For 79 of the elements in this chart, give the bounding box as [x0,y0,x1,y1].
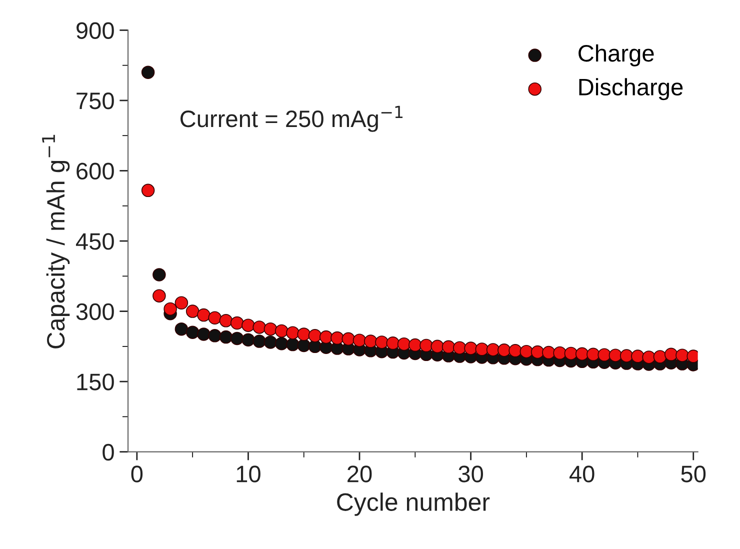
point [575,347,589,361]
x-tick-label: 50 [681,466,706,482]
x-tick-label: 30 [458,466,483,482]
point [375,336,388,349]
point [342,332,356,346]
x-tick-label: 40 [569,466,594,482]
point [642,350,656,364]
point [319,330,333,344]
point [252,334,266,348]
point [653,350,667,364]
point [308,329,322,342]
x-tick-label: 0 [131,466,143,482]
point [174,322,188,336]
point [464,342,478,355]
point [330,331,344,345]
point [274,324,288,338]
point [264,322,278,336]
point [208,311,222,324]
point [230,316,244,330]
point [608,348,622,362]
y-tick-label: 300 [76,303,114,320]
point [274,336,288,350]
point [186,304,200,318]
point [286,326,300,340]
point [430,340,444,354]
point [174,296,188,310]
point [475,342,489,356]
point [453,341,466,354]
point [152,289,166,302]
point [530,345,544,359]
point [252,320,266,334]
annotation: Current = 250 mAg$^{−1}$ [180,106,403,132]
point [620,349,634,362]
point [197,328,210,341]
point [152,268,166,282]
point [498,344,511,357]
point [242,333,255,346]
point [242,318,255,332]
point [508,344,522,358]
point [164,302,177,316]
point [486,343,500,356]
point [297,328,310,341]
x-tick-label: 10 [236,466,260,482]
x-axis-title: Cycle number [337,492,490,516]
point [520,344,534,358]
point [264,336,278,349]
point [141,184,155,198]
point [219,314,233,328]
point [364,334,378,348]
legend-label: Charge [578,44,654,66]
point [553,346,566,360]
point [397,337,411,351]
y-tick-label: 900 [76,22,114,39]
point [420,338,433,352]
y-tick-label: 150 [77,374,114,390]
point [586,348,600,362]
point [208,329,222,342]
point [564,346,578,360]
point [352,334,366,347]
point [598,348,611,362]
point [197,308,210,322]
point [631,350,644,363]
y-tick-label: 450 [76,233,114,250]
point [386,336,400,350]
point [408,338,422,352]
point [141,66,155,79]
point [676,348,689,362]
legend-label: Discharge [579,78,683,100]
point [219,330,233,344]
y-tick-label: 600 [76,162,114,180]
x-tick-label: 20 [348,466,372,482]
point [664,348,678,362]
point [442,340,456,354]
point [542,346,556,360]
y-tick-label: 0 [102,444,114,461]
point [186,326,200,339]
point [230,332,244,346]
y-tick-label: 750 [76,92,114,110]
y-axis-title: Capacity / mAh g$^{−1}$ [42,134,70,348]
